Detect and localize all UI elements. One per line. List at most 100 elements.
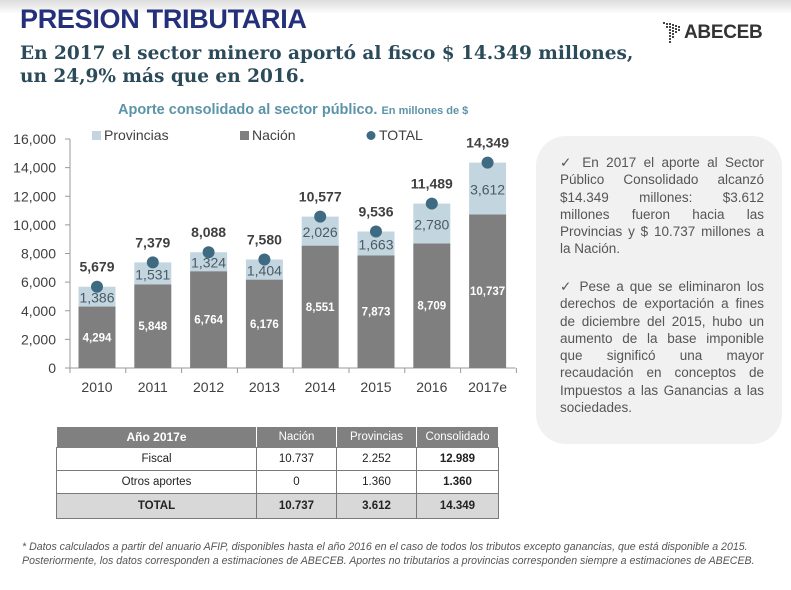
top-gradient-band [0, 0, 791, 14]
y-tick-label: 8,000 [21, 246, 56, 262]
provincias-data-label: 1,531 [135, 266, 170, 282]
nacion-data-label: 8,551 [306, 302, 335, 314]
total-marker [370, 225, 382, 238]
bar-nacion [469, 214, 507, 368]
nacion-data-label: 6,764 [194, 315, 223, 327]
cell-consolidado: 1.360 [416, 470, 499, 494]
x-tick-label: 2014 [305, 379, 336, 395]
total-data-label: 14,349 [466, 135, 509, 151]
latin-america-map-icon [663, 22, 680, 43]
table-header-nacion: Nación [256, 426, 337, 448]
y-tick-label: 4,000 [21, 303, 56, 319]
total-data-label: 7,580 [247, 232, 282, 248]
bar-provincias [134, 262, 172, 285]
total-marker [146, 256, 159, 269]
y-tick-label: 10,000 [13, 217, 56, 233]
row-label: TOTAL [56, 493, 257, 519]
total-marker [314, 210, 327, 223]
provincias-data-label: 2,780 [414, 216, 449, 232]
bar-provincias [245, 259, 283, 280]
y-tick-label: 0 [48, 360, 56, 376]
total-marker [425, 197, 438, 210]
x-tick-label: 2015 [360, 379, 391, 395]
total-marker [91, 280, 103, 293]
nacion-data-label: 7,873 [362, 307, 391, 319]
summary-table: Año 2017e Nación Provincias Consolidado … [56, 426, 499, 519]
total-data-label: 7,379 [135, 234, 170, 250]
x-tick-label: 2016 [416, 379, 447, 395]
bar-provincias [469, 162, 507, 215]
total-data-label: 9,536 [358, 204, 393, 220]
provincias-data-label: 1,404 [247, 263, 282, 279]
page-title: PRESION TRIBUTARIA [20, 4, 307, 34]
total-marker [258, 253, 271, 266]
nacion-data-label: 5,848 [138, 321, 167, 333]
legend-provincias-swatch [92, 131, 101, 140]
x-tick-label: 2012 [193, 379, 224, 395]
table-row: Otros aportes 0 1.360 1.360 [56, 470, 499, 494]
bar-provincias [190, 252, 228, 272]
bar-nacion [357, 255, 395, 368]
total-marker [202, 246, 215, 259]
y-tick-label: 6,000 [21, 274, 56, 290]
cell-provincias: 1.360 [336, 470, 417, 494]
row-label: Otros aportes [56, 470, 257, 494]
x-tick-label: 2013 [249, 379, 280, 395]
cell-consolidado: 14.349 [416, 493, 499, 519]
provincias-data-label: 1,324 [191, 255, 226, 271]
subtitle-line-1: En 2017 el sector minero aportó al fisco… [20, 43, 634, 64]
x-tick-label: 2017e [468, 379, 507, 395]
table-header-year: Año 2017e [56, 426, 257, 448]
y-tick-label: 12,000 [13, 188, 56, 204]
chart-title-unit: En millones de $ [381, 105, 469, 117]
page-subtitle: En 2017 el sector minero aportó al fisco… [20, 42, 680, 88]
chart-title-main: Aporte consolidado al sector público. [118, 102, 378, 118]
nacion-data-label: 4,294 [83, 332, 112, 344]
y-tick-label: 16,000 [13, 131, 56, 147]
total-data-label: 11,489 [411, 176, 453, 192]
footnote: * Datos calculados a partir del anuario … [22, 541, 755, 567]
table-header-provincias: Provincias [336, 426, 417, 448]
bar-nacion [413, 243, 451, 368]
row-label: Fiscal [56, 447, 257, 471]
provincias-data-label: 1,663 [358, 236, 393, 252]
cell-consolidado: 12.989 [416, 447, 499, 471]
bar-nacion [190, 271, 228, 368]
cell-nacion: 10.737 [256, 493, 337, 519]
chart-title: Aporte consolidado al sector público. En… [118, 102, 468, 118]
nacion-data-label: 8,709 [417, 301, 446, 313]
bar-nacion [301, 245, 339, 368]
subtitle-line-2: un 24,9% más que en 2016. [20, 66, 306, 87]
total-data-label: 10,577 [299, 189, 342, 205]
bar-nacion [245, 279, 283, 368]
legend-nacion-swatch [240, 131, 249, 140]
cell-provincias: 2.252 [336, 447, 417, 471]
notes-panel: ✓ En 2017 el aporte al Sector Público Co… [536, 136, 782, 444]
legend-nacion-label: Nación [252, 127, 296, 143]
table-total-row: TOTAL 10.737 3.612 14.349 [56, 493, 499, 519]
x-tick-label: 2011 [138, 379, 168, 395]
logo-text: ABECEB [684, 22, 763, 43]
provincias-data-label: 1,386 [79, 290, 114, 306]
table-header-consolidado: Consolidado [416, 426, 499, 448]
y-tick-label: 14,000 [13, 160, 56, 176]
cell-provincias: 3.612 [336, 493, 417, 519]
bar-nacion [78, 306, 116, 368]
bar-provincias [413, 203, 451, 244]
abeceb-logo: ABECEB [662, 20, 763, 46]
stacked-bar-chart: 0 2,000 4,000 6,000 8,000 10,000 12,000 14,000 1… [13, 127, 517, 395]
total-data-label: 5,679 [79, 259, 114, 275]
total-marker [481, 156, 494, 169]
table-row: Fiscal 10.737 2.252 12.989 [56, 447, 499, 471]
bar-provincias [78, 286, 116, 307]
cell-nacion: 0 [256, 470, 337, 494]
nacion-data-label: 10,737 [470, 286, 505, 298]
provincias-data-label: 2,026 [303, 224, 338, 240]
note-2: ✓ Pese a que se eliminaron los derechos … [560, 279, 764, 416]
nacion-data-label: 6,176 [250, 319, 279, 331]
provincias-data-label: 3,612 [470, 181, 505, 197]
legend-total-label: TOTAL [379, 127, 423, 143]
table-header-row: Año 2017e Nación Provincias Consolidado [56, 426, 499, 448]
cell-nacion: 10.737 [256, 447, 337, 471]
total-data-label: 8,088 [191, 224, 226, 240]
